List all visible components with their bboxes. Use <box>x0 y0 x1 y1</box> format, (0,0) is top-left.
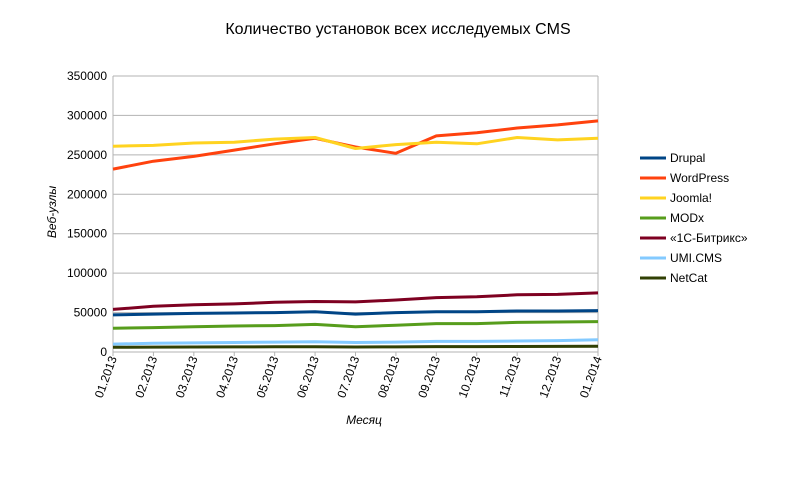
x-tick-label: 01.2014 <box>577 354 605 400</box>
legend-label: UMI.CMS <box>670 251 722 265</box>
x-tick-label: 01.2013 <box>92 354 120 400</box>
legend-label: Drupal <box>670 151 705 165</box>
series-line-6 <box>112 344 599 349</box>
y-tick-label: 50000 <box>74 306 108 320</box>
x-axis-label: Месяц <box>346 413 382 427</box>
x-tick-label: 06.2013 <box>294 354 322 400</box>
x-tick-label: 03.2013 <box>173 354 201 400</box>
series-line-3 <box>112 320 599 330</box>
chart-title: Количество установок всех исследуемых CM… <box>225 21 570 38</box>
y-axis-label: Веб-узлы <box>45 186 59 239</box>
y-tick-label: 250000 <box>67 148 107 162</box>
legend: Drupal WordPress Joomla! MODx «1С-Битрикс» UM… <box>640 151 748 285</box>
series-lines <box>112 119 599 349</box>
y-tick-label: 300000 <box>67 108 107 122</box>
legend-label: NetCat <box>670 271 708 285</box>
tick-labels: 0 50000 100000 150000 200000 250000 300000 3500… <box>67 69 605 400</box>
y-tick-label: 350000 <box>67 69 107 83</box>
series-line-5 <box>112 338 599 346</box>
x-tick-label: 12.2013 <box>536 354 564 400</box>
legend-label: MODx <box>670 211 704 225</box>
x-tick-label: 05.2013 <box>253 354 281 400</box>
x-tick-label: 09.2013 <box>415 354 443 400</box>
y-tick-label: 0 <box>100 345 107 359</box>
series-line-2 <box>112 136 599 150</box>
y-tick-label: 150000 <box>67 227 107 241</box>
x-tick-label: 07.2013 <box>334 354 362 400</box>
x-tick-label: 08.2013 <box>375 354 403 400</box>
x-tick-label: 11.2013 <box>496 354 524 399</box>
legend-label: Joomla! <box>670 191 712 205</box>
series-line-0 <box>112 309 599 317</box>
y-tick-label: 200000 <box>67 187 107 201</box>
series-line-4 <box>112 291 599 311</box>
x-tick-label: 02.2013 <box>132 354 160 400</box>
legend-label: WordPress <box>670 171 729 185</box>
series-line-1 <box>112 119 599 171</box>
legend-label: «1С-Битрикс» <box>670 231 748 245</box>
x-tick-label: 04.2013 <box>213 354 241 400</box>
x-tick-label: 10.2013 <box>456 354 484 400</box>
y-tick-label: 100000 <box>67 266 107 280</box>
